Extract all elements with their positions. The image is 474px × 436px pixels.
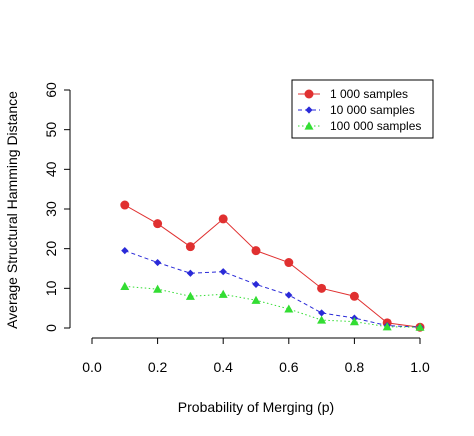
x-tick-label: 1.0	[410, 359, 430, 375]
legend-box	[291, 79, 434, 139]
legend-item: 100 000 samples	[298, 119, 421, 133]
data-point	[304, 89, 314, 99]
data-point	[218, 289, 228, 298]
legend: 1 000 samples 10 000 samples 100 000 sampl…	[291, 79, 434, 139]
series-1	[120, 200, 425, 332]
y-tick-label: 10	[43, 280, 59, 296]
x-axis: 0.0 0.2 0.4 0.6 0.8 1.0	[82, 337, 430, 375]
series-2	[121, 247, 424, 331]
x-tick-label: 0.0	[82, 359, 102, 375]
data-point	[382, 322, 392, 331]
data-point	[285, 291, 293, 299]
legend-label: 10 000 samples	[330, 103, 415, 117]
series-line	[124, 285, 421, 328]
x-tick-label: 0.4	[213, 359, 233, 375]
x-tick-label: 0.2	[148, 359, 168, 375]
data-point	[305, 106, 313, 114]
y-axis: 0 10 20 30 40 50 60	[43, 82, 71, 332]
series-line	[124, 204, 421, 328]
legend-label: 100 000 samples	[330, 119, 421, 133]
data-point	[415, 322, 425, 331]
data-point	[153, 284, 163, 293]
data-point	[251, 246, 261, 256]
legend-item: 1 000 samples	[298, 87, 408, 101]
y-tick-label: 40	[43, 161, 59, 177]
legend-label: 1 000 samples	[330, 87, 408, 101]
data-point	[153, 219, 163, 229]
data-point	[185, 242, 195, 252]
data-point	[304, 121, 314, 130]
x-tick-label: 0.8	[345, 359, 365, 375]
data-point	[252, 280, 260, 288]
x-tick-label: 0.6	[279, 359, 299, 375]
data-point	[284, 258, 294, 268]
data-point	[120, 281, 130, 290]
data-point	[218, 214, 228, 224]
y-tick-label: 0	[43, 324, 59, 332]
data-point	[349, 317, 359, 326]
data-point	[154, 258, 162, 267]
data-point	[251, 295, 261, 304]
y-tick-label: 60	[43, 82, 59, 98]
data-point	[317, 315, 327, 324]
y-tick-label: 20	[43, 241, 59, 257]
data-point	[219, 268, 227, 276]
y-tick-label: 30	[43, 201, 59, 217]
data-point	[186, 269, 194, 277]
series-line	[124, 250, 421, 328]
data-point	[349, 291, 359, 301]
x-axis-title: Probability of Merging (p)	[178, 399, 334, 415]
data-point	[284, 304, 294, 313]
legend-item: 10 000 samples	[298, 103, 415, 117]
series-layer	[120, 200, 425, 332]
data-point	[317, 283, 327, 293]
data-point	[185, 291, 195, 300]
data-point	[318, 309, 326, 317]
y-axis-title: Average Structural Hamming Distance	[4, 91, 20, 329]
series-3	[120, 281, 425, 331]
y-tick-label: 50	[43, 122, 59, 138]
data-point	[121, 247, 129, 255]
data-point	[120, 200, 130, 210]
